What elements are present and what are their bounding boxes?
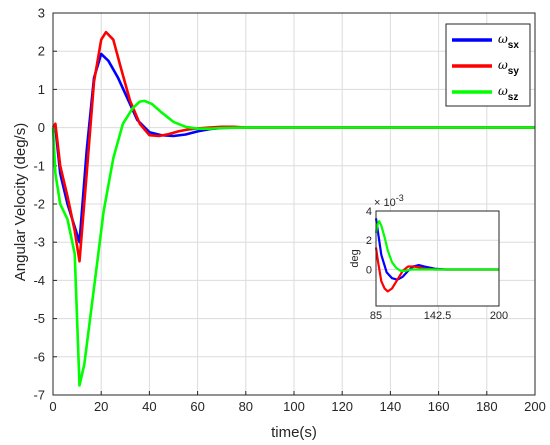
y-tick-label: 0 — [38, 120, 45, 135]
x-tick-label: 40 — [142, 399, 156, 414]
legend-subscript: sx — [508, 40, 520, 51]
legend-symbol: ω — [498, 84, 508, 98]
y-tick-label: -4 — [33, 273, 45, 288]
inset-y-tick-label: 4 — [366, 206, 372, 218]
y-tick-label: -3 — [33, 235, 45, 250]
y-tick-label: 1 — [38, 82, 45, 97]
x-tick-label: 120 — [331, 399, 353, 414]
y-tick-label: -1 — [33, 158, 45, 173]
legend-entry-sz: ωsz — [498, 84, 518, 103]
x-tick-label: 80 — [239, 399, 253, 414]
inset-series-line-sz — [374, 220, 499, 272]
legend-entry-sy: ωsy — [498, 58, 519, 77]
legend-symbol: ω — [498, 32, 508, 46]
x-tick-label: 160 — [428, 399, 450, 414]
inset-y-tick-label: 0 — [366, 264, 372, 276]
inset-plot-area: 85 142.5 200 0 2 4× 10-3 deg — [349, 193, 508, 322]
y-tick-label: 2 — [38, 44, 45, 59]
x-tick-label: 100 — [283, 399, 305, 414]
y-tick-label: -5 — [33, 311, 45, 326]
inset-y-tick-label: 2 — [366, 235, 372, 247]
legend-subscript: sy — [508, 66, 520, 77]
inset-exponent-power: -3 — [396, 193, 404, 203]
inset-x-tick-label: 85 — [370, 310, 382, 322]
inset-exponent-base: × 10 — [374, 197, 396, 209]
y-tick-label: -6 — [33, 349, 45, 364]
x-tick-label: 0 — [49, 399, 56, 414]
inset-exponent-label: × 10-3 — [374, 193, 404, 209]
x-tick-label: 60 — [190, 399, 204, 414]
series-line-sz — [51, 99, 535, 387]
x-tick-label: 180 — [476, 399, 498, 414]
y-tick-label: 3 — [38, 6, 45, 21]
legend-symbol: ω — [498, 58, 508, 72]
legend-subscript: sz — [508, 92, 519, 103]
y-tick-label: -2 — [33, 197, 45, 212]
x-tick-label: 200 — [524, 399, 546, 414]
inset-frame — [375, 210, 500, 307]
x-tick-label: 140 — [380, 399, 402, 414]
plot-frame — [52, 12, 536, 396]
inset-x-tick-label: 142.5 — [424, 310, 452, 322]
x-tick-label: 20 — [94, 399, 108, 414]
legend-entry-sx: ωsx — [498, 32, 519, 51]
x-axis-label: time(s) — [271, 424, 317, 441]
y-tick-label: -7 — [33, 388, 45, 403]
inset-y-axis-label: deg — [349, 249, 361, 267]
y-axis-label: Angular Velocity (deg/s) — [12, 123, 29, 281]
inset-x-tick-label: 200 — [490, 310, 508, 322]
